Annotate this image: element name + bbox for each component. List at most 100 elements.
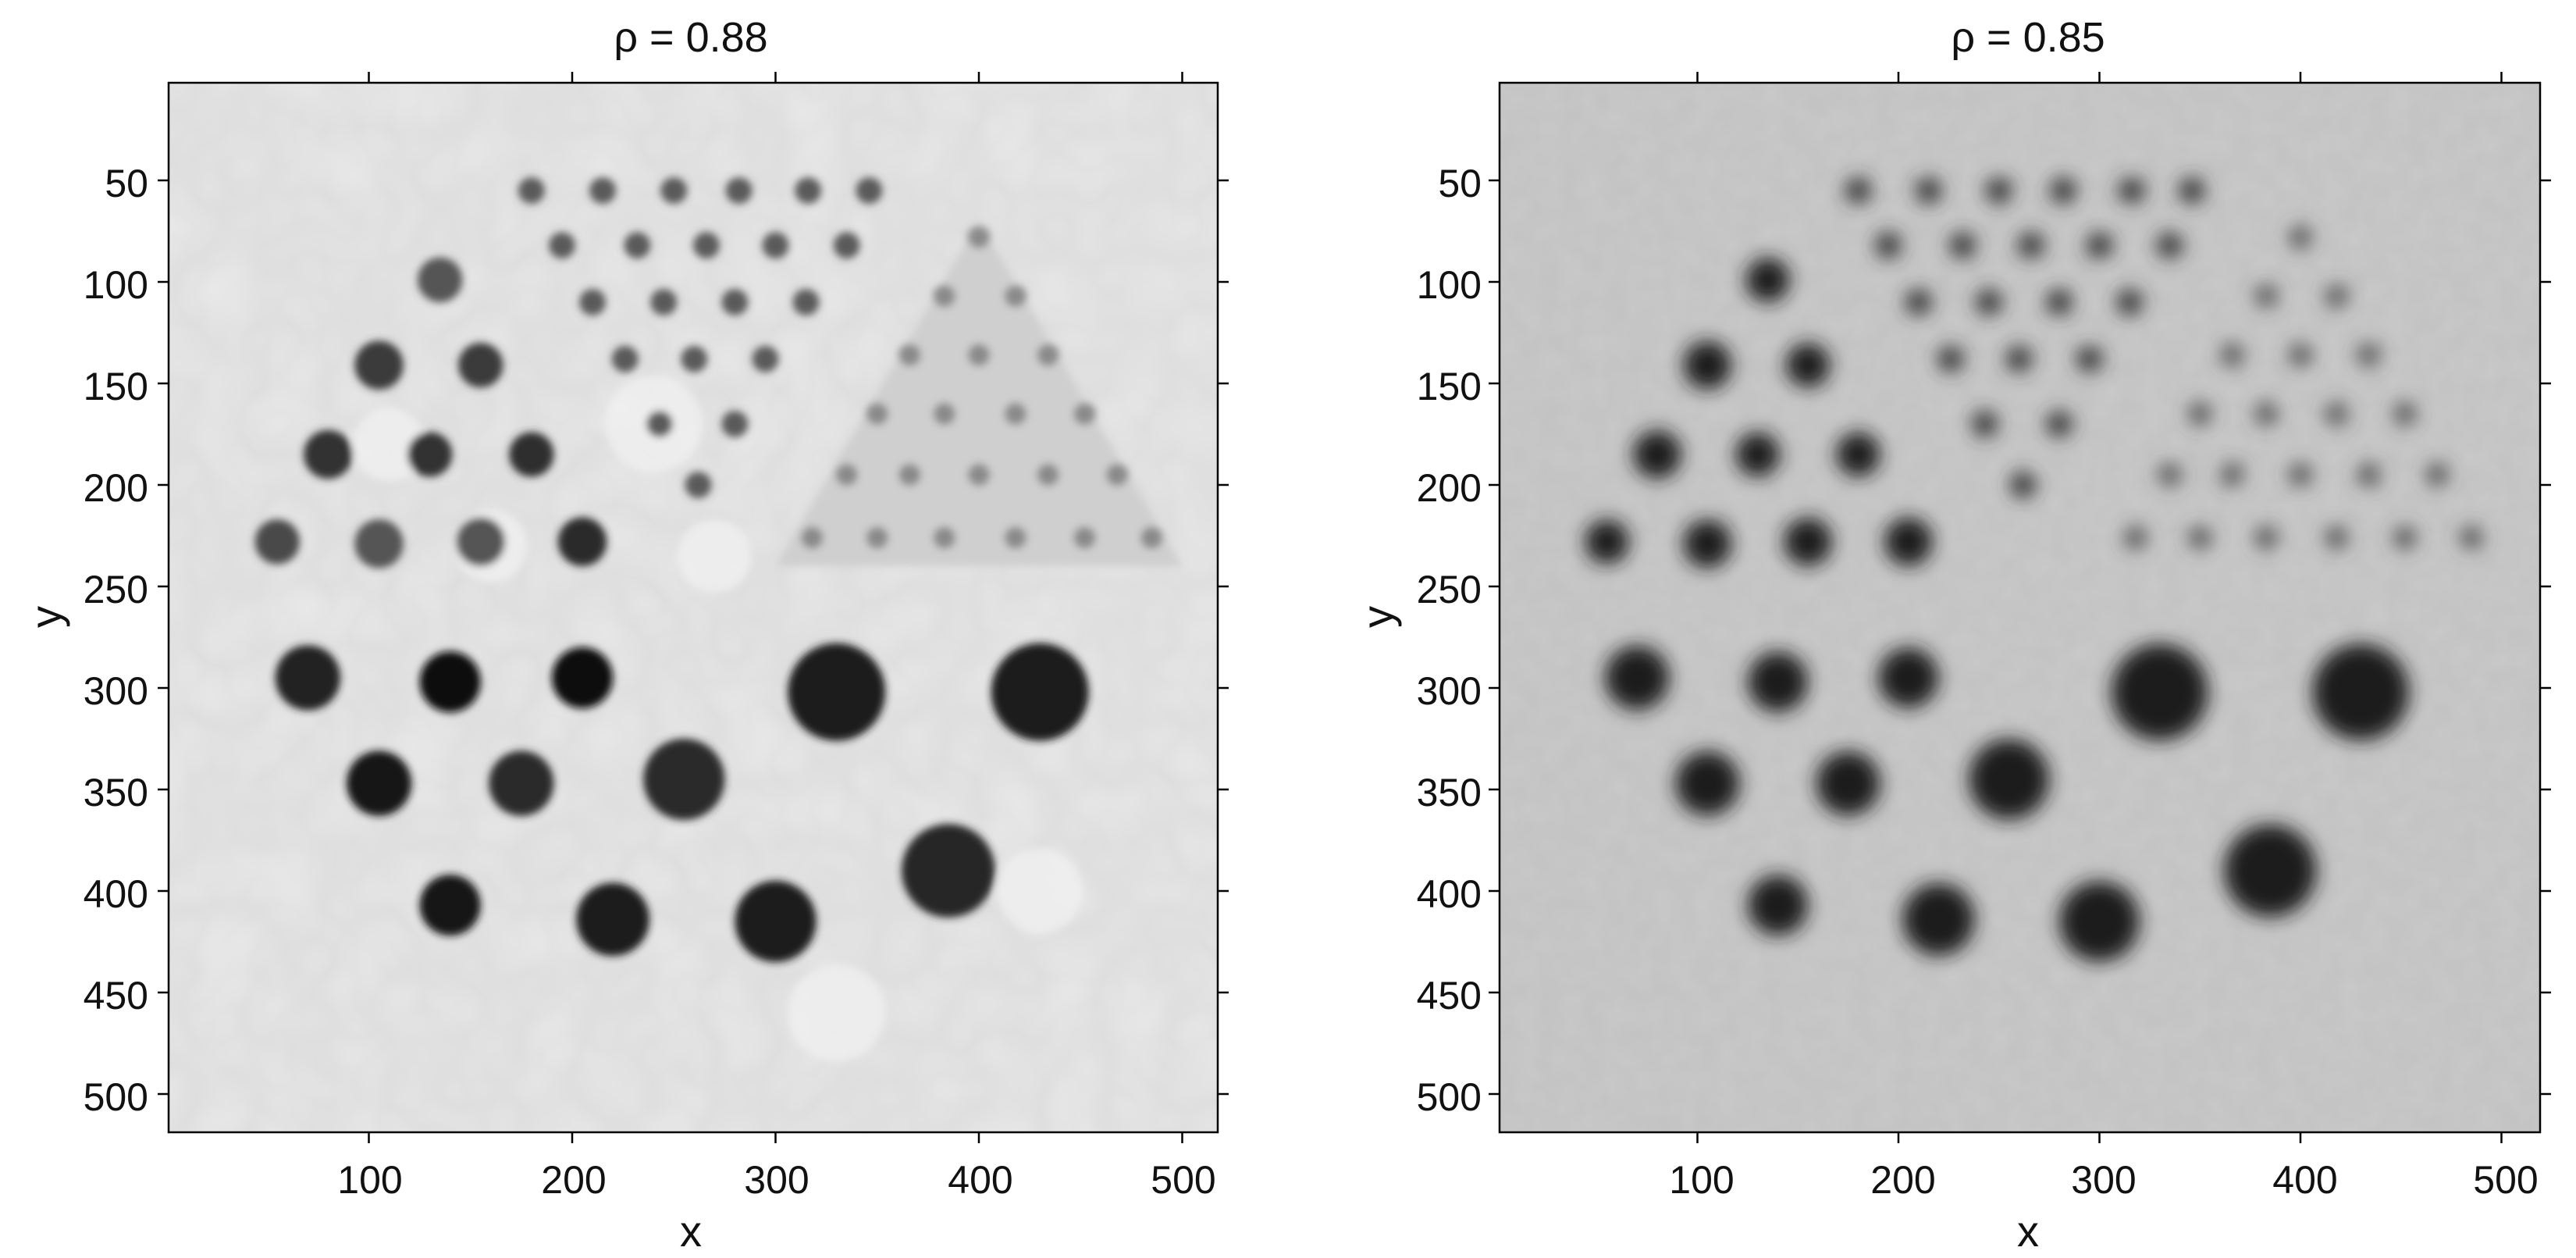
image-spot — [2059, 881, 2140, 962]
image-spot — [2289, 344, 2312, 366]
image-spot — [1675, 751, 1740, 816]
image-spot — [2255, 285, 2278, 308]
image-spot — [1902, 883, 1975, 956]
image-spot — [354, 340, 404, 390]
image-spot — [725, 177, 753, 204]
right-xlabel: x — [2017, 1206, 2039, 1256]
image-spot — [509, 432, 554, 477]
image-spot — [835, 463, 859, 486]
image-spot — [2009, 472, 2037, 498]
image-spot — [2325, 526, 2348, 549]
image-spot — [1784, 517, 1833, 566]
image-spot — [1073, 526, 1096, 549]
left-ytick-450: 450 — [84, 974, 148, 1017]
image-spot — [795, 177, 822, 204]
image-spot — [2118, 177, 2145, 204]
image-spot — [2224, 824, 2317, 918]
image-spot — [1875, 232, 1902, 258]
image-spot — [1683, 340, 1732, 390]
image-spot — [991, 643, 1089, 741]
left-image-texture — [169, 83, 1218, 1132]
left-panel: ρ = 0.88 100 200 300 400 500 50 100 150 … — [21, 14, 1229, 1256]
right-image-spots — [1585, 177, 2483, 962]
image-spot — [1605, 645, 1670, 711]
image-spot — [1585, 519, 1629, 565]
image-spot — [2158, 463, 2181, 486]
image-spot — [418, 257, 463, 303]
left-ylabel: y — [21, 606, 70, 628]
left-axis-ticks — [158, 72, 1229, 1143]
image-spot — [1836, 432, 1880, 477]
right-image-texture — [1500, 83, 2540, 1132]
image-spot — [2255, 526, 2278, 549]
image-spot — [1004, 402, 1027, 426]
image-spot — [866, 402, 889, 426]
image-spot — [549, 232, 575, 259]
right-axis-ticks — [1489, 72, 2551, 1143]
left-ytick-150: 150 — [84, 365, 148, 408]
image-spot — [624, 232, 651, 259]
image-spot — [752, 345, 779, 372]
image-spot — [2189, 526, 2211, 549]
right-ytick-500: 500 — [1417, 1075, 1482, 1119]
image-spot — [762, 232, 789, 259]
image-spot — [933, 402, 956, 426]
image-spot — [1004, 526, 1027, 549]
image-spot — [275, 645, 341, 711]
image-spot — [788, 643, 886, 741]
right-ytick-350: 350 — [1417, 771, 1482, 814]
image-spot — [2046, 411, 2073, 437]
right-ytick-50: 50 — [1438, 162, 1482, 205]
left-ytick-400: 400 — [84, 872, 148, 916]
image-spot — [933, 526, 956, 549]
image-spot — [2255, 402, 2278, 426]
image-spot — [967, 344, 991, 366]
image-spot — [1735, 432, 1781, 477]
image-spot — [660, 177, 688, 204]
image-spot — [2221, 344, 2243, 366]
image-spot — [967, 463, 991, 486]
left-ytick-50: 50 — [105, 162, 148, 205]
left-ytick-300: 300 — [84, 669, 148, 713]
image-spot — [833, 232, 860, 259]
image-spot — [576, 882, 649, 957]
right-image — [1500, 83, 2540, 1132]
image-spot — [1140, 526, 1163, 549]
left-xtick-100: 100 — [337, 1158, 402, 1202]
right-ylabel: y — [1353, 606, 1402, 628]
image-spot — [792, 289, 820, 315]
image-spot — [735, 880, 817, 963]
right-plot-frame — [1498, 81, 2542, 1134]
image-spot — [2460, 526, 2483, 549]
right-ytick-300: 300 — [1417, 669, 1482, 713]
image-spot — [801, 526, 824, 549]
right-panel: ρ = 0.85 100 200 300 400 500 50 100 150 … — [1353, 14, 2551, 1256]
image-spot — [551, 647, 614, 709]
image-spot — [681, 345, 708, 372]
image-spot — [354, 519, 404, 568]
image-spot — [2018, 232, 2044, 258]
image-spot — [1004, 284, 1027, 308]
image-spot — [2116, 289, 2143, 315]
image-spot — [721, 289, 749, 315]
image-spot — [1971, 411, 1998, 437]
right-xtick-200: 200 — [1870, 1158, 1935, 1202]
image-spot — [967, 226, 991, 249]
image-spot — [2325, 402, 2348, 426]
image-spot — [1884, 517, 1933, 566]
image-spot — [1747, 875, 1809, 935]
image-spot — [856, 177, 883, 204]
right-xtick-100: 100 — [1669, 1158, 1734, 1202]
right-ytick-450: 450 — [1417, 974, 1482, 1017]
left-ytick-350: 350 — [84, 771, 148, 814]
image-spot — [1816, 751, 1880, 816]
left-ytick-250: 250 — [84, 568, 148, 611]
image-spot — [1976, 289, 2002, 315]
image-spot — [2124, 526, 2147, 549]
right-ytick-100: 100 — [1417, 263, 1482, 307]
image-spot — [1633, 430, 1681, 479]
image-spot — [2425, 463, 2449, 486]
image-spot — [2289, 463, 2312, 486]
left-ytick-500: 500 — [84, 1075, 148, 1119]
image-spot — [407, 432, 453, 477]
